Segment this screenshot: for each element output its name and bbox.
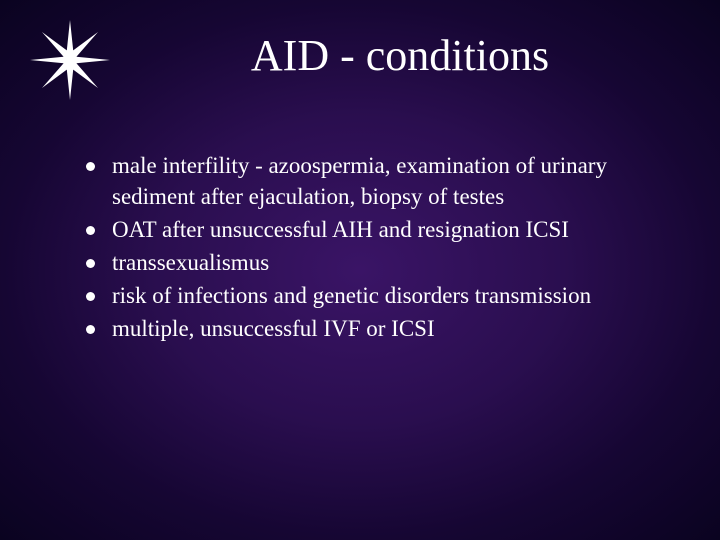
- list-item: male interfility - azoospermia, examinat…: [80, 150, 675, 212]
- slide-title: AID - conditions: [0, 30, 720, 81]
- bullet-list: male interfility - azoospermia, examinat…: [80, 150, 675, 346]
- list-item: risk of infections and genetic disorders…: [80, 280, 675, 311]
- list-item: OAT after unsuccessful AIH and resignati…: [80, 214, 675, 245]
- list-item: transsexualismus: [80, 247, 675, 278]
- slide: AID - conditions male interfility - azoo…: [0, 0, 720, 540]
- list-item: multiple, unsuccessful IVF or ICSI: [80, 313, 675, 344]
